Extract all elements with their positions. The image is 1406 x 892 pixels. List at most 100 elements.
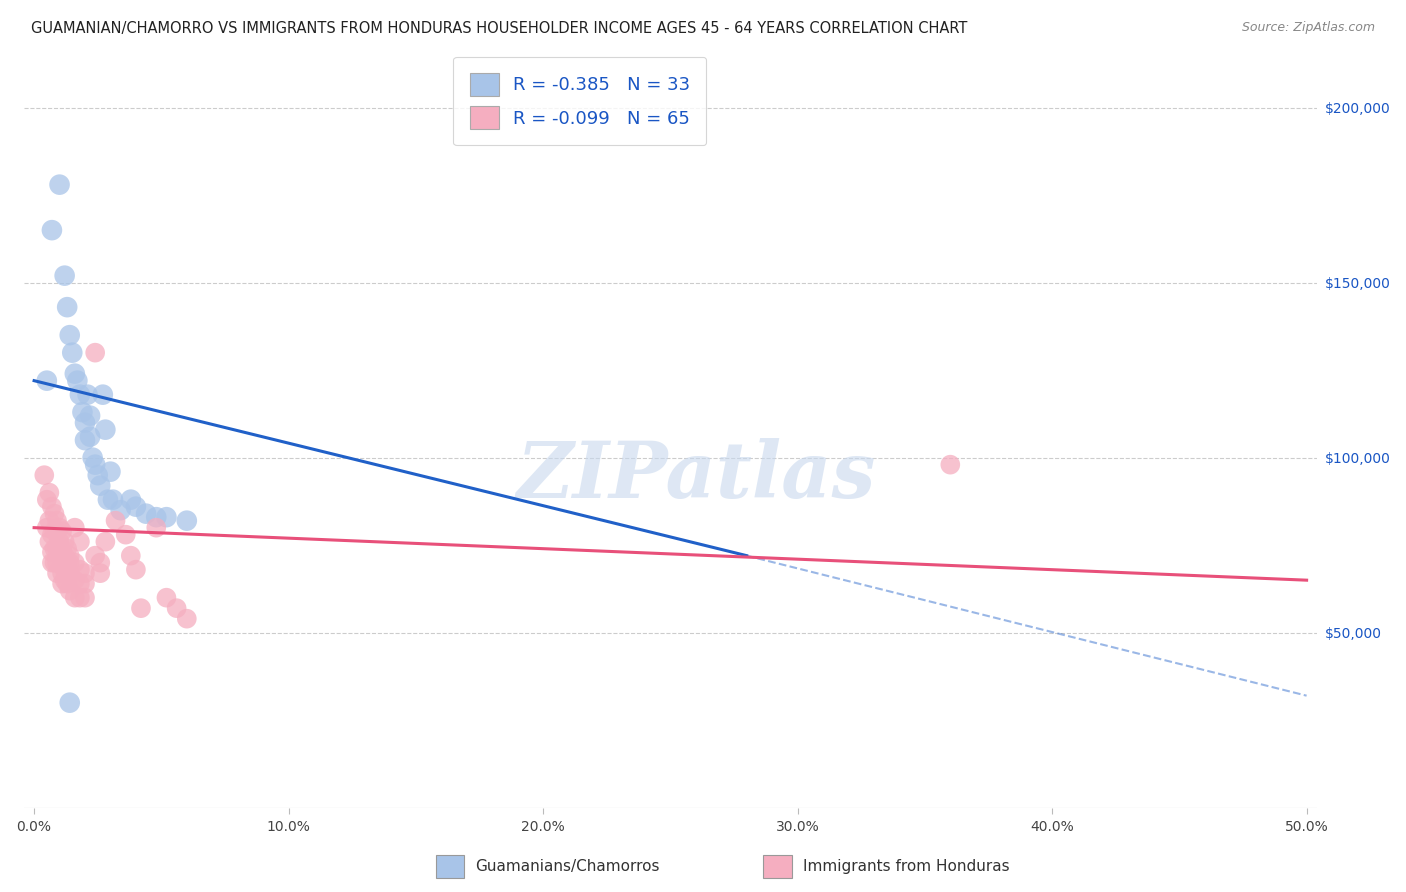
Point [73,566,96,581]
Point [155,591,177,605]
Point [48,549,70,563]
Point [114,527,136,541]
Point [69,387,91,401]
Point [104,514,127,528]
Point [41,545,63,559]
Point [120,549,142,563]
Point [44,524,66,538]
Text: Immigrants from Honduras: Immigrants from Honduras [803,859,1010,873]
Point [125,500,148,514]
Point [56,556,79,570]
Point [48,521,70,535]
Point [35,374,58,388]
Point [73,433,96,447]
Point [155,510,177,524]
Point [53,268,76,283]
Point [41,500,63,514]
Text: ZIPatlas: ZIPatlas [516,438,876,515]
Point [56,566,79,581]
Point [56,300,79,314]
Point [59,549,82,563]
Point [59,556,82,570]
Text: Guamanians/Chamorros: Guamanians/Chamorros [475,859,659,873]
Text: GUAMANIAN/CHAMORRO VS IMMIGRANTS FROM HONDURAS HOUSEHOLDER INCOME AGES 45 - 64 Y: GUAMANIAN/CHAMORRO VS IMMIGRANTS FROM HO… [31,21,967,36]
Point [51,524,73,538]
Point [89,566,111,581]
Point [84,549,107,563]
Point [94,423,117,437]
Point [63,591,86,605]
Point [48,178,70,192]
Point [32,468,55,483]
Point [73,576,96,591]
Point [48,534,70,549]
Point [101,492,124,507]
Point [100,465,122,479]
Point [94,534,117,549]
Point [63,521,86,535]
Point [84,458,107,472]
Point [166,601,188,615]
Point [939,458,962,472]
Point [53,549,76,563]
Point [41,556,63,570]
Point [38,534,60,549]
Point [120,492,142,507]
Point [38,514,60,528]
Point [110,503,132,517]
Point [79,430,101,444]
Point [44,507,66,521]
Point [44,541,66,556]
Point [69,534,91,549]
Point [51,556,73,570]
Point [46,556,69,570]
Legend: R = -0.385   N = 33, R = -0.099   N = 65: R = -0.385 N = 33, R = -0.099 N = 65 [453,57,706,145]
Point [129,601,152,615]
Point [76,387,98,401]
Point [53,534,76,549]
Point [145,521,167,535]
Point [97,492,120,507]
Point [91,387,114,401]
Point [53,573,76,587]
Point [51,566,73,581]
Point [82,450,104,465]
Point [73,591,96,605]
Point [73,416,96,430]
Point [56,541,79,556]
Point [176,514,198,528]
Point [87,468,110,483]
Point [79,409,101,423]
Point [59,696,82,710]
Point [59,583,82,598]
Point [125,563,148,577]
Text: Source: ZipAtlas.com: Source: ZipAtlas.com [1241,21,1375,34]
Point [69,563,91,577]
Point [35,492,58,507]
Point [35,521,58,535]
Point [56,576,79,591]
Point [38,485,60,500]
Point [63,556,86,570]
Point [46,514,69,528]
Point [41,527,63,541]
Point [89,556,111,570]
Point [41,223,63,237]
Point [59,566,82,581]
Point [46,566,69,581]
Point [72,405,94,419]
Point [51,541,73,556]
Point [59,328,82,343]
Point [46,524,69,538]
Point [145,510,167,524]
Point [51,576,73,591]
Point [176,612,198,626]
Point [60,345,83,359]
Point [89,478,111,492]
Point [53,563,76,577]
Point [44,556,66,570]
Point [46,541,69,556]
Point [63,367,86,381]
Point [135,507,157,521]
Point [69,591,91,605]
